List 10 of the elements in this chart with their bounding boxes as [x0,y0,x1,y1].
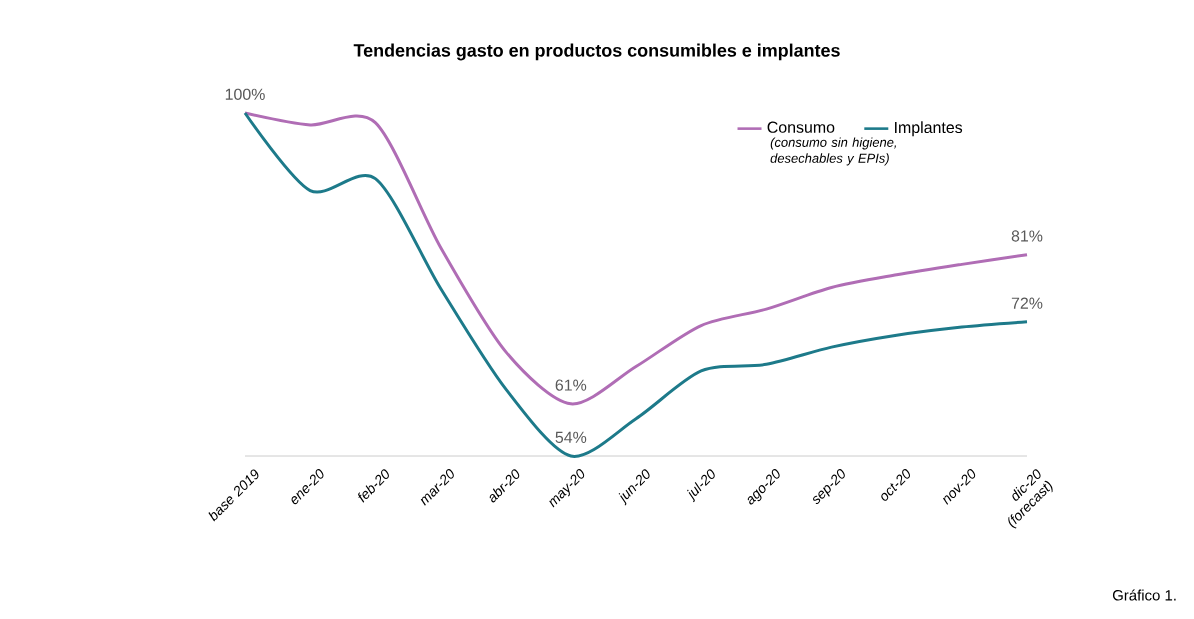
legend-label: Consumo [767,121,835,133]
data-label: 61% [555,379,587,391]
data-label: 54% [555,431,587,443]
chart-title: Tendencias gasto en productos consumibles e implantes [353,43,840,61]
annotation: (consumo sin higiene, desechables y EPIs) [770,137,897,166]
legend-label: Implantes [895,121,963,137]
data-label: 81% [1011,230,1043,242]
data-label: 100% [225,88,265,100]
text: Gráfico 1. [1112,589,1176,601]
data-label: 72% [1011,297,1043,309]
